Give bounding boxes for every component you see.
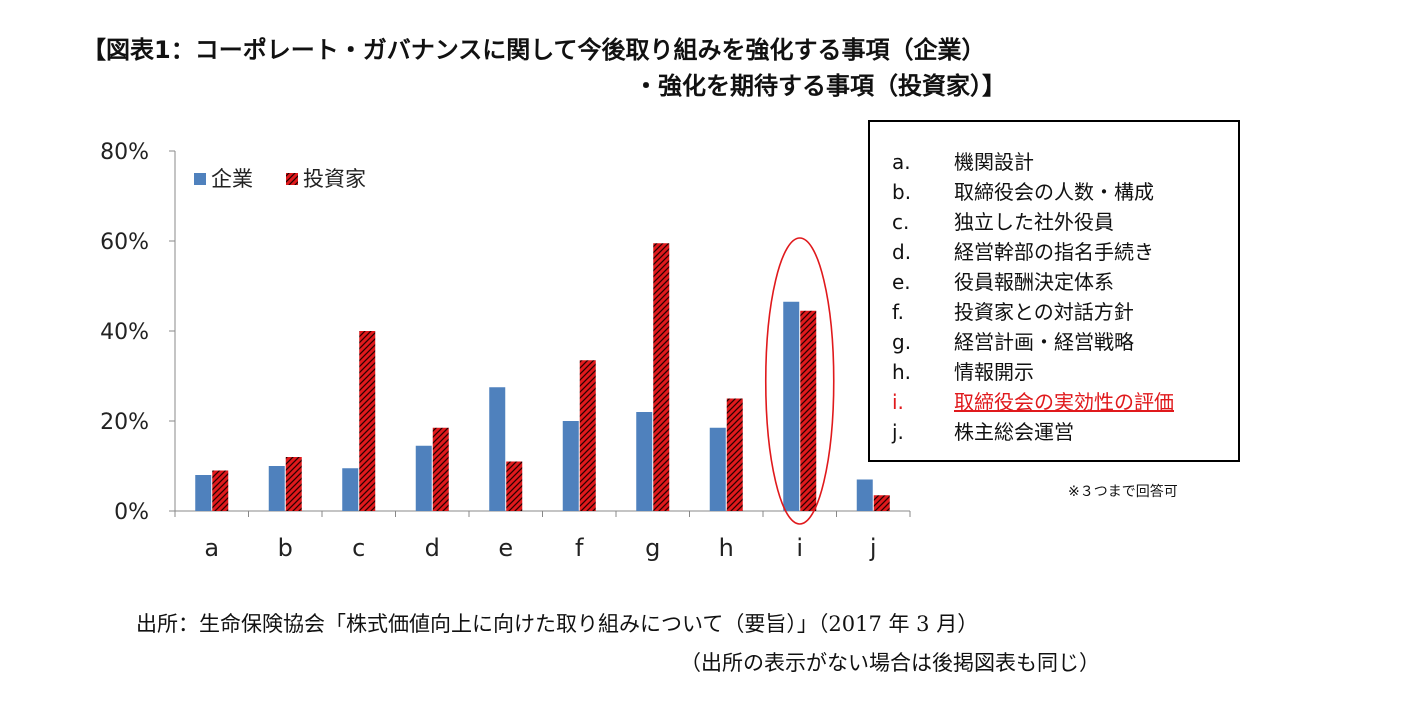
legend-item-text: 役員報酬決定体系 bbox=[954, 270, 1114, 294]
chart-title-line2: ・強化を期待する事項（投資家）】 bbox=[634, 72, 1006, 100]
legend-item-text: 取締役会の実効性の評価 bbox=[954, 390, 1174, 414]
bar-company-a bbox=[195, 475, 212, 511]
bar-company-f bbox=[562, 421, 579, 511]
legend-item-text: 投資家との対話方針 bbox=[954, 300, 1134, 324]
legend-item-d: d. 経営幹部の指名手続き bbox=[892, 236, 1154, 265]
x-tick-label: h bbox=[719, 534, 734, 562]
legend-item-i: i. 取締役会の実効性の評価 bbox=[892, 386, 1174, 415]
legend-item-key: e. bbox=[892, 270, 911, 294]
bar-investor-j bbox=[873, 495, 890, 511]
legend-item-key: h. bbox=[892, 360, 912, 384]
x-tick-label: b bbox=[278, 534, 293, 562]
legend-label-investor: 投資家 bbox=[303, 167, 366, 191]
legend-item-key: f. bbox=[892, 300, 904, 324]
x-tick-label: i bbox=[796, 534, 803, 562]
category-legend-box: a. 機関設計 b. 取締役会の人数・構成 c. 独立した社外役員 d. 経営幹部の指名手続き… bbox=[868, 120, 1240, 462]
bar-investor-e bbox=[506, 461, 523, 511]
legend-swatch-company bbox=[194, 173, 206, 185]
source-line1: 出所：生命保険協会「株式価値向上に向けた取り組みについて（要旨）」（2017 年… bbox=[136, 612, 979, 636]
legend-label-company: 企業 bbox=[211, 167, 253, 191]
legend-item-g: g. 経営計画・経営戦略 bbox=[892, 326, 1134, 355]
bar-company-i bbox=[783, 301, 800, 511]
y-tick-label: 40% bbox=[100, 320, 149, 345]
legend-item-text: 取締役会の人数・構成 bbox=[954, 180, 1154, 204]
legend-item-b: b. 取締役会の人数・構成 bbox=[892, 176, 1154, 205]
legend-item-key: d. bbox=[892, 240, 912, 264]
legend-swatch-investor bbox=[286, 173, 298, 185]
bar-company-h bbox=[709, 427, 726, 511]
highlight-ellipse bbox=[764, 237, 835, 525]
bar-investor-f bbox=[579, 360, 596, 511]
legend-item-text: 機関設計 bbox=[954, 150, 1034, 174]
bar-investor-a bbox=[212, 470, 229, 511]
y-tick-label: 80% bbox=[100, 140, 149, 165]
legend-item-key: b. bbox=[892, 180, 912, 204]
bar-company-g bbox=[636, 412, 653, 511]
x-tick-label: g bbox=[645, 534, 660, 562]
y-tick-label: 0% bbox=[114, 500, 149, 525]
legend-item-key: j. bbox=[892, 420, 904, 444]
source-line2: （出所の表示がない場合は後掲図表も同じ） bbox=[680, 651, 1100, 675]
bar-investor-b bbox=[285, 457, 302, 511]
bar-company-c bbox=[342, 468, 359, 511]
x-tick-label: j bbox=[869, 534, 877, 562]
bar-company-d bbox=[415, 445, 432, 511]
legend-item-j: j. 株主総会運営 bbox=[892, 416, 1074, 445]
legend-item-e: e. 役員報酬決定体系 bbox=[892, 266, 1114, 295]
bars-layer bbox=[195, 243, 890, 511]
legend-item-key: a. bbox=[892, 150, 911, 174]
bar-investor-c bbox=[359, 331, 376, 511]
legend-item-text: 独立した社外役員 bbox=[954, 210, 1114, 234]
bar-investor-d bbox=[432, 427, 449, 511]
answer-note: ※３つまで回答可 bbox=[1068, 484, 1178, 500]
bar-company-e bbox=[489, 387, 506, 511]
bar-company-j bbox=[856, 479, 873, 511]
labels-layer: 0% 20% 40% 60% 80% a b c d e f g h i j 企業 投資家 bbox=[100, 140, 876, 562]
x-tick-label: e bbox=[498, 534, 513, 562]
x-tick-label: c bbox=[352, 534, 365, 562]
legend-item-a: a. 機関設計 bbox=[892, 146, 1034, 175]
legend-item-key: i. bbox=[892, 390, 904, 414]
bar-company-b bbox=[268, 466, 285, 511]
legend-item-text: 経営計画・経営戦略 bbox=[954, 330, 1134, 354]
legend-item-text: 経営幹部の指名手続き bbox=[954, 240, 1154, 264]
legend-item-text: 情報開示 bbox=[954, 360, 1034, 384]
bar-investor-i bbox=[800, 310, 817, 511]
x-tick-label: a bbox=[204, 534, 219, 562]
bar-investor-h bbox=[726, 398, 743, 511]
chart-title-line1: 【図表1：コーポレート・ガバナンスに関して今後取り組みを強化する事項（企業） bbox=[82, 36, 986, 64]
legend-item-c: c. 独立した社外役員 bbox=[892, 206, 1114, 235]
legend-item-h: h. 情報開示 bbox=[892, 356, 1034, 385]
y-tick-label: 20% bbox=[100, 410, 149, 435]
legend-item-text: 株主総会運営 bbox=[954, 420, 1074, 444]
y-tick-label: 60% bbox=[100, 230, 149, 255]
x-tick-label: f bbox=[575, 534, 584, 562]
bar-investor-g bbox=[653, 243, 670, 511]
legend-item-key: c. bbox=[892, 210, 910, 234]
legend-item-key: g. bbox=[892, 330, 912, 354]
legend-item-f: f. 投資家との対話方針 bbox=[892, 296, 1134, 325]
x-tick-label: d bbox=[425, 534, 440, 562]
